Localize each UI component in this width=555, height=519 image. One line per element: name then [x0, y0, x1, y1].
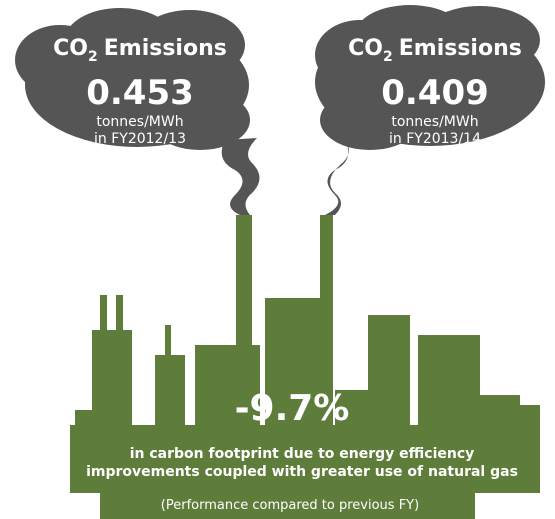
change-note: (Performance compared to previous FY) — [161, 498, 419, 513]
heading-main: CO — [53, 36, 88, 61]
left-cloud — [15, 8, 260, 215]
cloud-period: in FY2012/13 — [94, 131, 186, 147]
heading-rest: Emissions — [399, 36, 522, 61]
cloud-unit: tonnes/MWh — [96, 114, 183, 130]
heading-sub: 2 — [88, 49, 98, 65]
change-line: improvements coupled with greater use of… — [86, 464, 518, 480]
change-line: in carbon footprint due to energy effici… — [130, 446, 475, 462]
cloud-heading: CO2 Emissions — [53, 36, 227, 65]
cloud-period: in FY2013/14 — [389, 131, 481, 147]
cloud-unit: tonnes/MWh — [391, 114, 478, 130]
heading-main: CO — [348, 36, 383, 61]
heading-rest: Emissions — [104, 36, 227, 61]
heading-sub: 2 — [383, 49, 393, 65]
change-value: -9.7% — [235, 388, 350, 429]
cloud-value: 0.409 — [381, 73, 489, 113]
cloud-heading: CO2 Emissions — [348, 36, 522, 65]
right-cloud — [315, 5, 545, 215]
city-silhouette — [70, 215, 540, 519]
cloud-value: 0.453 — [86, 73, 194, 113]
